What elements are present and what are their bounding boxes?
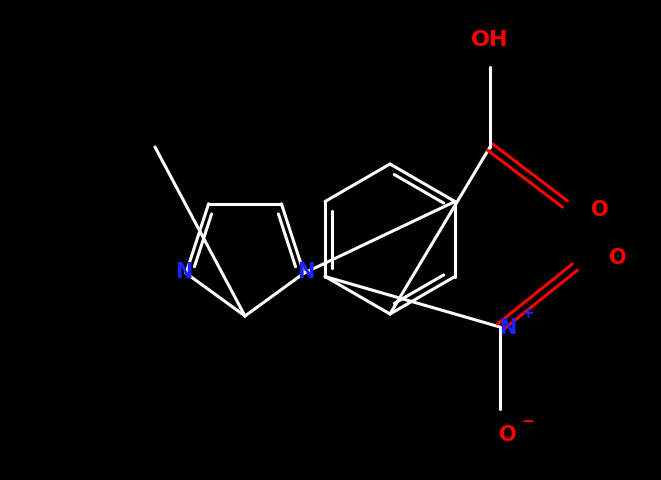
Text: +: + bbox=[522, 306, 534, 321]
Text: N: N bbox=[175, 262, 193, 282]
Text: N: N bbox=[297, 262, 315, 282]
Text: OH: OH bbox=[471, 30, 509, 50]
Text: O: O bbox=[499, 424, 517, 444]
Text: −: − bbox=[522, 413, 534, 428]
Text: N: N bbox=[499, 317, 517, 337]
Text: O: O bbox=[609, 248, 627, 267]
Text: O: O bbox=[591, 200, 609, 219]
